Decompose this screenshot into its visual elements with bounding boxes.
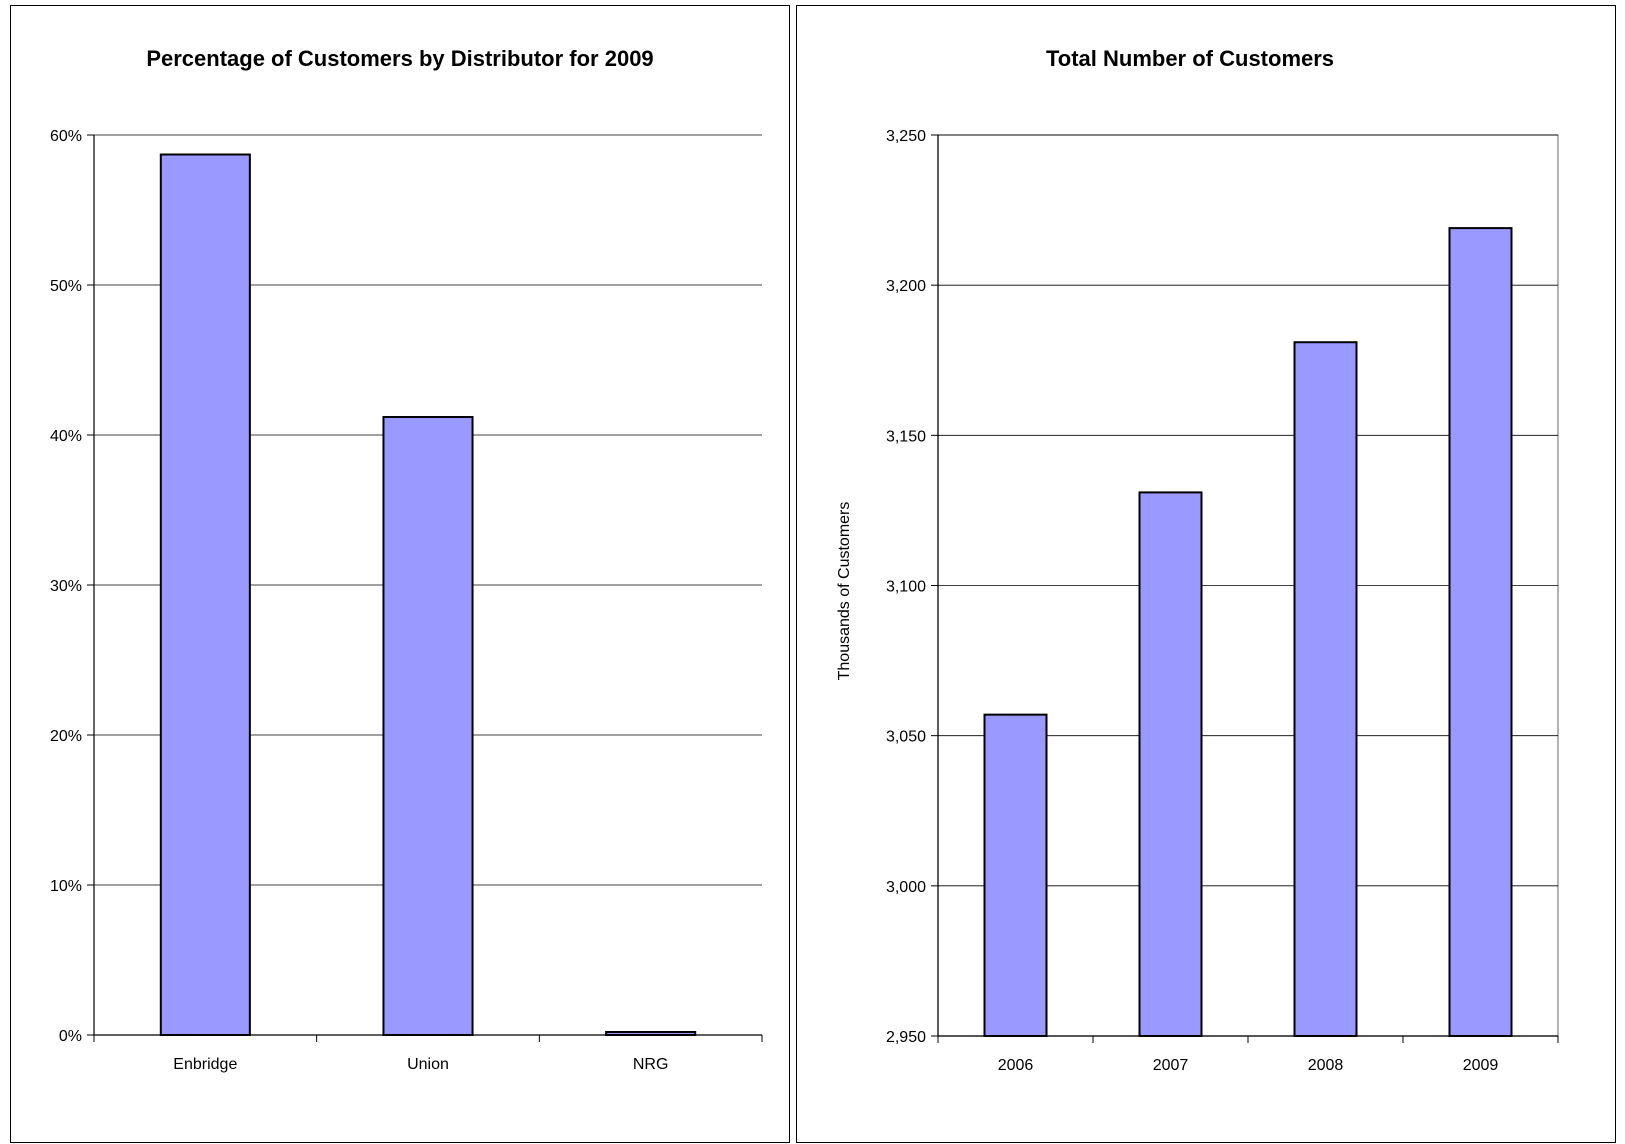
x-tick-label: 2006 — [998, 1057, 1034, 1074]
x-tick-label: Enbridge — [173, 1056, 237, 1073]
x-tick-label: Union — [407, 1056, 449, 1073]
y-tick-label: 0% — [59, 1028, 82, 1045]
chart-title: Total Number of Customers — [1046, 46, 1334, 71]
y-tick-label: 3,100 — [886, 579, 926, 596]
y-tick-label: 3,050 — [886, 729, 926, 746]
chart-title: Percentage of Customers by Distributor f… — [146, 46, 653, 71]
bar-enbridge — [159, 153, 251, 1036]
chart-panel-distributor-percentage: Percentage of Customers by Distributor f… — [10, 5, 790, 1143]
bar-2007 — [1138, 491, 1203, 1037]
y-tick-label: 3,150 — [886, 428, 926, 445]
y-tick-label: 3,000 — [886, 879, 926, 896]
chart-panel-total-customers: Total Number of Customers Thousands of C… — [796, 5, 1616, 1143]
x-tick-label: 2009 — [1463, 1057, 1499, 1074]
y-tick-label: 2,950 — [886, 1029, 926, 1046]
y-tick-label: 10% — [50, 878, 82, 895]
x-tick-label: 2008 — [1308, 1057, 1344, 1074]
bar-union — [382, 416, 474, 1036]
bar-2006 — [983, 713, 1048, 1037]
chart-svg-total-customers: Total Number of Customers Thousands of C… — [836, 46, 1559, 1074]
y-tick-label: 40% — [50, 428, 82, 445]
x-tick-label: NRG — [633, 1056, 669, 1073]
y-tick-label: 3,200 — [886, 278, 926, 295]
bar-2009 — [1448, 227, 1513, 1037]
chart-svg-distributor-percentage: Percentage of Customers by Distributor f… — [50, 46, 763, 1073]
y-axis-title: Thousands of Customers — [836, 502, 853, 681]
bar-2008 — [1293, 341, 1358, 1038]
x-tick-label: 2007 — [1153, 1057, 1189, 1074]
y-tick-label: 3,250 — [886, 128, 926, 145]
bar-nrg — [605, 1031, 697, 1036]
y-tick-label: 50% — [50, 278, 82, 295]
y-tick-label: 20% — [50, 728, 82, 745]
y-tick-label: 60% — [50, 128, 82, 145]
y-tick-label: 30% — [50, 578, 82, 595]
